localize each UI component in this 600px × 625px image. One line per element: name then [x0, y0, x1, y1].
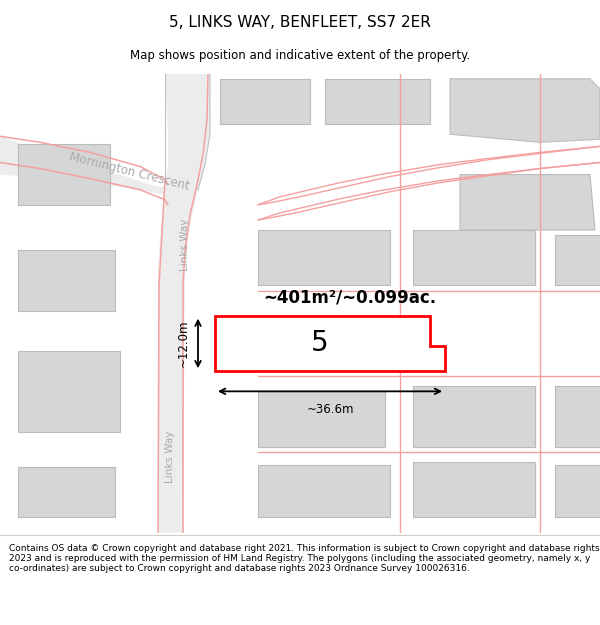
- Polygon shape: [0, 136, 168, 195]
- Polygon shape: [450, 79, 600, 142]
- Text: ~401m²/~0.099ac.: ~401m²/~0.099ac.: [263, 289, 437, 307]
- Polygon shape: [220, 79, 310, 124]
- Polygon shape: [258, 465, 390, 518]
- Text: Mornington Crescent: Mornington Crescent: [68, 151, 191, 192]
- Polygon shape: [413, 462, 535, 518]
- Polygon shape: [18, 351, 120, 432]
- Text: ~12.0m: ~12.0m: [177, 319, 190, 367]
- Polygon shape: [555, 465, 600, 518]
- Text: Map shows position and indicative extent of the property.: Map shows position and indicative extent…: [130, 49, 470, 62]
- Polygon shape: [18, 467, 115, 518]
- Polygon shape: [18, 250, 115, 311]
- Polygon shape: [413, 230, 535, 286]
- Polygon shape: [325, 79, 430, 124]
- Polygon shape: [258, 230, 390, 286]
- Polygon shape: [555, 235, 600, 286]
- Text: 5: 5: [311, 329, 329, 357]
- Polygon shape: [555, 386, 600, 447]
- Polygon shape: [0, 129, 168, 195]
- Polygon shape: [460, 174, 595, 230]
- Polygon shape: [158, 74, 210, 532]
- Text: Contains OS data © Crown copyright and database right 2021. This information is : Contains OS data © Crown copyright and d…: [9, 544, 599, 573]
- Polygon shape: [258, 391, 385, 447]
- Polygon shape: [18, 144, 110, 205]
- Text: Links Way: Links Way: [180, 219, 190, 271]
- Text: Links Way: Links Way: [165, 431, 175, 483]
- Polygon shape: [413, 386, 535, 447]
- Text: ~36.6m: ~36.6m: [306, 404, 354, 416]
- Polygon shape: [215, 316, 445, 371]
- Text: 5, LINKS WAY, BENFLEET, SS7 2ER: 5, LINKS WAY, BENFLEET, SS7 2ER: [169, 14, 431, 29]
